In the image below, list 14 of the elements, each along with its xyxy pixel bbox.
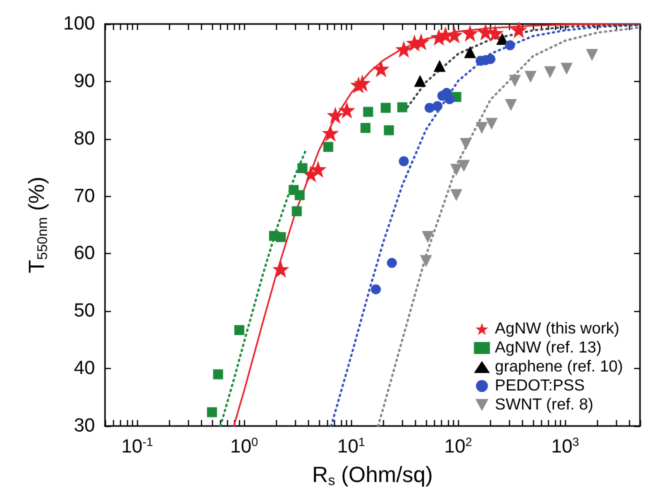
y-tick-label: 80	[74, 128, 95, 150]
legend-label: SWNT (ref. 8)	[494, 396, 594, 414]
y-tick-label: 40	[74, 358, 95, 380]
y-tick-label: 100	[63, 14, 95, 34]
y-tick-label: 90	[74, 70, 95, 92]
legend-label: AgNW (ref. 13)	[494, 340, 602, 356]
y-tick-label: 30	[74, 416, 95, 436]
y-tick-label: 60	[74, 243, 95, 264]
legend-label: AgNW (this work)	[494, 320, 620, 338]
y-tick-label: 70	[74, 186, 95, 207]
y-axis-title: T550nm (%)	[24, 176, 50, 274]
y-tick-label: 50	[74, 300, 95, 322]
legend-label: PEDOT:PSS	[494, 378, 585, 394]
legend-label: graphene (ref. 10)	[494, 358, 623, 376]
